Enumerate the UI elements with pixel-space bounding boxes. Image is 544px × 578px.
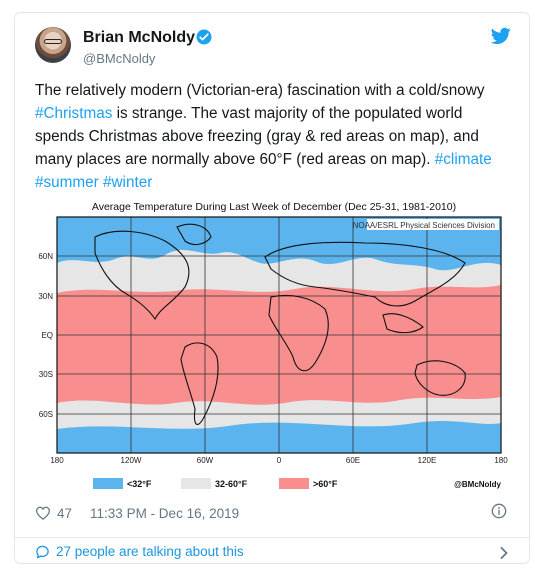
tweet-text-part: is strange. The vast majority of the pop…	[35, 105, 479, 168]
legend-label: <32°F	[127, 479, 152, 489]
tweet-card: Brian McNoldy @BMcNoldy The relatively m…	[14, 12, 530, 564]
divider	[15, 537, 529, 538]
map-plot: NOAA/ESRL Physical Sciences Division	[56, 216, 502, 454]
lon-label: 60W	[197, 456, 214, 465]
info-icon[interactable]	[491, 503, 507, 519]
legend-label: >60°F	[313, 479, 338, 489]
hashtag-winter[interactable]: #winter	[103, 174, 153, 191]
map-credit: NOAA/ESRL Physical Sciences Division	[353, 221, 495, 230]
lat-label: 30N	[38, 292, 53, 301]
hashtag-climate[interactable]: #climate	[434, 151, 492, 168]
lat-label: 60S	[39, 410, 53, 419]
map-legend: <32°F 32-60°F >60°F @BMcNoldy	[93, 478, 502, 489]
conversation-link[interactable]: 27 people are talking about this	[35, 544, 244, 559]
avatar[interactable]	[35, 27, 71, 63]
tweet-text-part: The relatively modern (Victorian-era) fa…	[35, 82, 485, 99]
lon-label: 60E	[346, 456, 360, 465]
conversation-label[interactable]: 27 people are talking about this	[56, 544, 244, 559]
lat-label: 60N	[38, 252, 53, 261]
map-title: Average Temperature During Last Week of …	[92, 201, 456, 213]
chevron-right-icon[interactable]	[499, 547, 509, 559]
lat-label: 30S	[39, 370, 53, 379]
hashtag-christmas[interactable]: #Christmas	[35, 105, 113, 122]
author-handle[interactable]: @BMcNoldy	[83, 51, 156, 66]
timestamp[interactable]: 11:33 PM - Dec 16, 2019	[90, 505, 240, 521]
map-watermark: @BMcNoldy	[454, 480, 501, 489]
hashtag-summer[interactable]: #summer	[35, 174, 99, 191]
twitter-bird-icon[interactable]	[491, 27, 511, 45]
lon-label: 120E	[418, 456, 437, 465]
lon-label: 180	[494, 456, 508, 465]
legend-swatch	[181, 478, 211, 489]
legend-label: 32-60°F	[215, 479, 248, 489]
verified-badge-icon	[196, 29, 212, 45]
lon-label: 120W	[121, 456, 142, 465]
lat-label: EQ	[41, 331, 53, 340]
legend-swatch	[93, 478, 123, 489]
tweet-meta: 47 11:33 PM - Dec 16, 2019	[35, 503, 239, 523]
legend-swatch	[279, 478, 309, 489]
comment-icon	[36, 545, 49, 558]
heart-icon[interactable]	[35, 506, 51, 520]
author-name[interactable]: Brian McNoldy	[83, 29, 196, 46]
like-count[interactable]: 47	[57, 505, 73, 521]
lon-label: 180	[50, 456, 64, 465]
lon-label: 0	[277, 456, 282, 465]
tweet-text: The relatively modern (Victorian-era) fa…	[35, 79, 513, 194]
temperature-map-image[interactable]: Average Temperature During Last Week of …	[35, 197, 513, 499]
